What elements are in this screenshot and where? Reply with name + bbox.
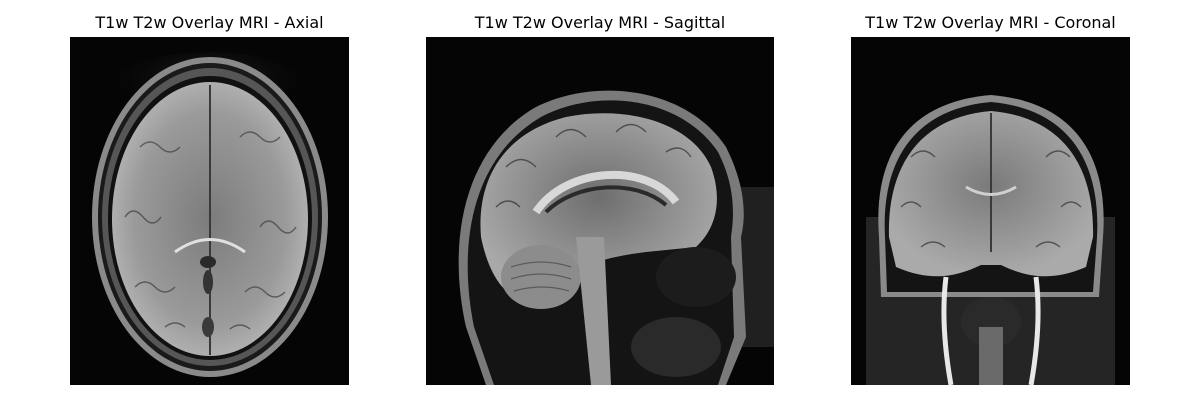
coronal-mri-image	[851, 37, 1130, 385]
sagittal-head-slice	[426, 37, 774, 385]
coronal-head-slice	[851, 37, 1130, 385]
axial-panel-title: T1w T2w Overlay MRI - Axial	[95, 13, 324, 32]
axial-brain-slice	[70, 37, 349, 385]
axial-mri-image	[70, 37, 349, 385]
coronal-panel-title: T1w T2w Overlay MRI - Coronal	[865, 13, 1116, 32]
sagittal-mri-image	[426, 37, 774, 385]
sagittal-panel-title: T1w T2w Overlay MRI - Sagittal	[474, 13, 726, 32]
